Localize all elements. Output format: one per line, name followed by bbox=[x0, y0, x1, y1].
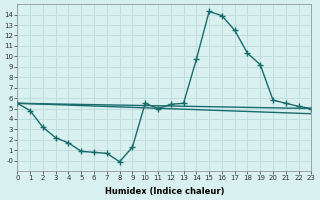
X-axis label: Humidex (Indice chaleur): Humidex (Indice chaleur) bbox=[105, 187, 224, 196]
